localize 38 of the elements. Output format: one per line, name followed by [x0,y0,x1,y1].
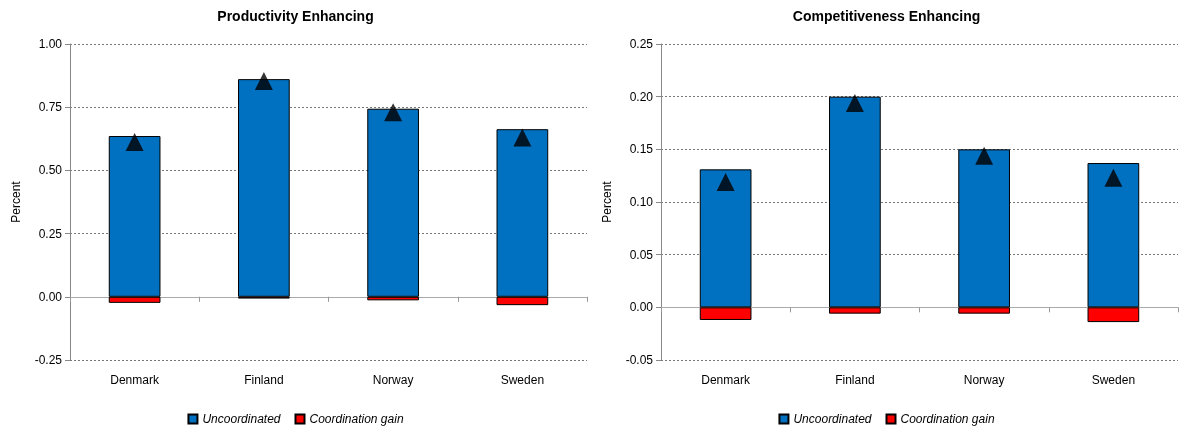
legend-label: Coordination gain [900,412,995,426]
bar [367,108,419,297]
x-tick-label: Norway [963,373,1005,387]
chart-title: Competitiveness Enhancing [792,8,981,24]
legend-label: Coordination gain [309,412,404,426]
x-tick-label: Denmark [110,373,160,387]
y-tick-label: 0.75 [38,100,63,115]
point [716,172,735,191]
point [845,93,864,112]
y-tick-label: 0.50 [38,163,63,178]
point [513,128,532,147]
x-tick-label: Finland [244,373,284,387]
y-tick-label: -0.05 [625,353,654,367]
x-tick-label: Denmark [701,373,751,387]
point [384,103,403,122]
x-tick-label: Finland [835,373,875,387]
y-tick-label: 0.20 [629,89,654,104]
point [975,146,994,165]
y-tick-label: 0.00 [38,289,63,304]
y-tick-label: 0.00 [629,300,654,315]
x-tick-label: Sweden [500,373,545,387]
y-tick-label: -0.25 [34,353,63,367]
chart-title: Productivity Enhancing [217,8,374,24]
y-tick-label: 0.15 [629,142,654,157]
point [125,133,144,152]
y-axis-title: Percent [9,180,23,223]
y-tick-label: 0.25 [38,226,63,241]
y-tick-label: 0.05 [629,247,654,262]
legend-label: Uncoordinated [202,412,281,426]
y-tick-label: 0.10 [629,195,654,209]
y-tick-label: 0.25 [629,37,654,51]
legend-label: Uncoordinated [793,412,872,426]
x-tick-label: Sweden [1091,373,1136,387]
y-tick-label: 1.00 [38,37,63,51]
point [254,71,273,90]
y-axis-title: Percent [600,180,614,223]
x-tick-label: Norway [372,373,414,387]
point [1104,168,1123,187]
